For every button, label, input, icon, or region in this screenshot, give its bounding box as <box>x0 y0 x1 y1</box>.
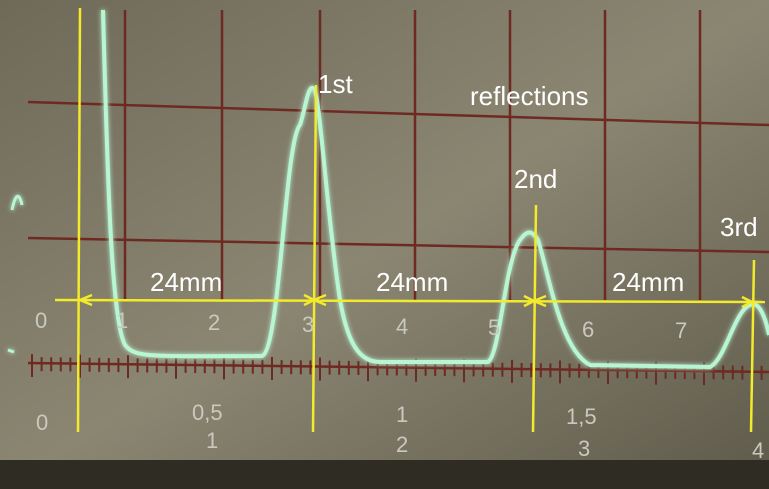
scale-label: 4 <box>396 314 408 339</box>
spacing-label: 24mm <box>612 267 684 297</box>
scale-label: 3 <box>302 312 314 337</box>
scale-label: 0 <box>36 410 48 435</box>
scale-label: 2 <box>396 432 408 457</box>
scale-label: 6 <box>582 317 594 342</box>
scale-label: 5 <box>488 315 500 340</box>
scale-label: 7 <box>675 318 687 343</box>
scale-label: 0,5 <box>192 400 223 425</box>
scale-label: 1 <box>206 428 218 453</box>
peak-label: 3rd <box>720 212 758 242</box>
scale-label: 3 <box>578 436 590 461</box>
bezel <box>0 460 769 489</box>
scope-photo: 1st reflections 2nd 3rd 24mm 24mm 24mm 0… <box>0 0 769 489</box>
scale-label: 4 <box>752 438 764 463</box>
peak-label: 2nd <box>514 164 557 194</box>
scale-label: 2 <box>208 310 220 335</box>
scale-label: 1 <box>396 402 408 427</box>
scale-label: 0 <box>35 308 47 333</box>
peak-label: 1st <box>318 69 353 99</box>
spacing-label: 24mm <box>150 267 222 297</box>
scale-label: 1,5 <box>566 404 597 429</box>
caption: reflections <box>470 81 589 111</box>
scale-label: 1 <box>116 308 128 333</box>
spacing-label: 24mm <box>376 267 448 297</box>
